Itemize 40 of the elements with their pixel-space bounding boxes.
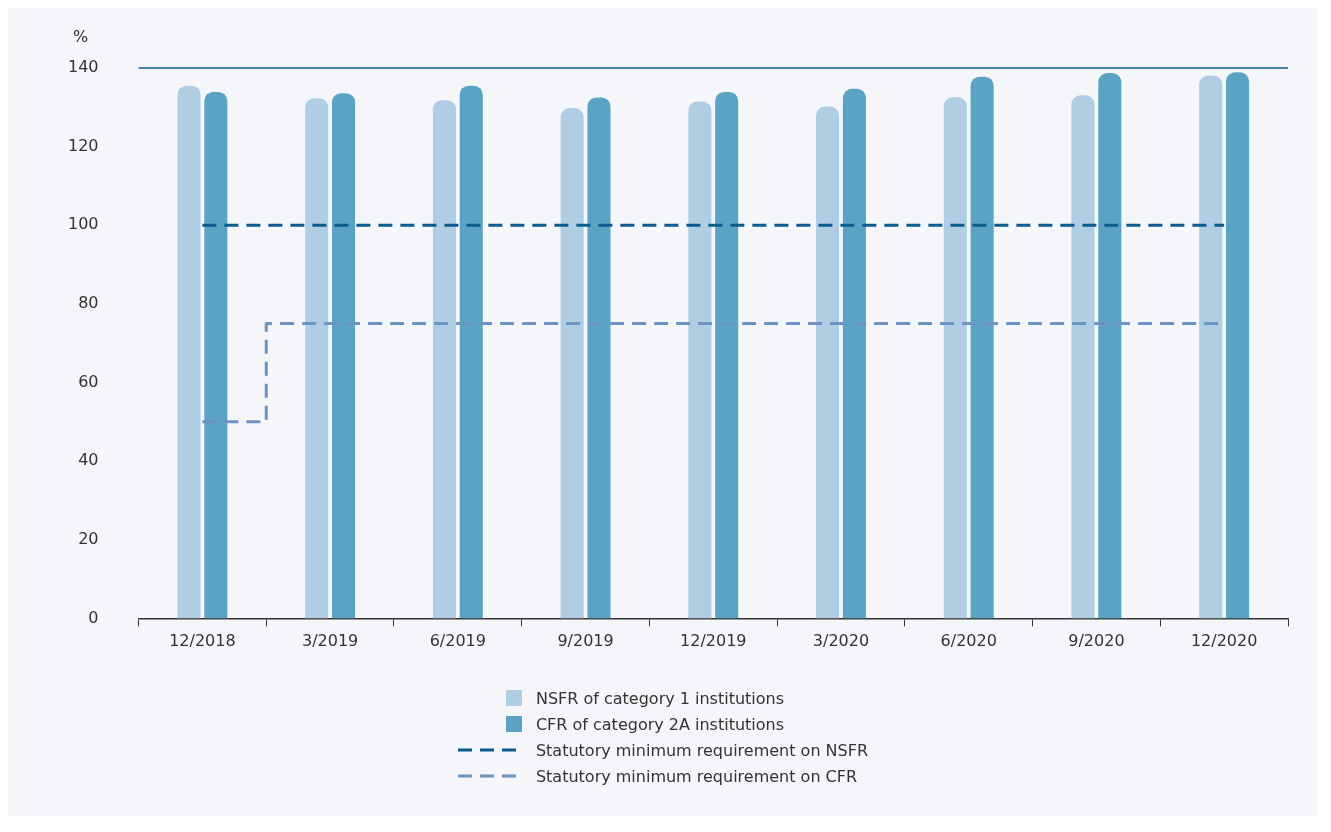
x-tick-label: 12/2018 [169, 631, 236, 651]
legend-label: Statutory minimum requirement on CFR [535, 766, 858, 786]
x-tick-label: 6/2020 [940, 631, 997, 651]
y-tick-label: 0 [88, 607, 99, 627]
y-tick-label: 100 [67, 214, 99, 234]
x-tick-label: 12/2019 [680, 631, 747, 651]
bar [943, 97, 967, 619]
legend-label: Statutory minimum requirement on NSFR [535, 740, 869, 760]
bar [688, 101, 712, 619]
x-tick-label: 3/2019 [301, 631, 359, 651]
x-tick-label: 12/2020 [1190, 631, 1258, 651]
y-axis-title: % [72, 27, 89, 46]
bar [1071, 95, 1095, 619]
y-tick-label: 80 [78, 293, 99, 313]
bar [331, 93, 356, 619]
bar [587, 97, 611, 619]
legend-label: CFR of category 2A institutions [535, 714, 785, 734]
y-tick-label: 120 [67, 135, 99, 155]
bar [432, 100, 456, 619]
y-tick-label: 40 [78, 450, 99, 470]
bar [715, 91, 739, 619]
bar [1199, 75, 1223, 619]
bar [177, 85, 201, 619]
bar [1098, 73, 1122, 619]
x-tick-label: 9/2020 [1068, 631, 1125, 651]
x-tick-label: 6/2019 [429, 631, 486, 651]
legend-label: NSFR of category 1 institutions [535, 688, 785, 708]
bar [204, 91, 228, 619]
bar [970, 76, 994, 619]
y-tick-label: 140 [67, 57, 99, 77]
bar [816, 106, 840, 619]
bar [459, 85, 483, 619]
y-tick-label: 60 [78, 371, 99, 391]
bar [1226, 72, 1250, 619]
bar [305, 98, 329, 619]
x-tick-label: 3/2020 [812, 631, 870, 651]
bar [560, 108, 584, 619]
x-tick-label: 9/2019 [557, 631, 614, 651]
bar [842, 88, 866, 619]
y-tick-label: 20 [78, 528, 99, 548]
